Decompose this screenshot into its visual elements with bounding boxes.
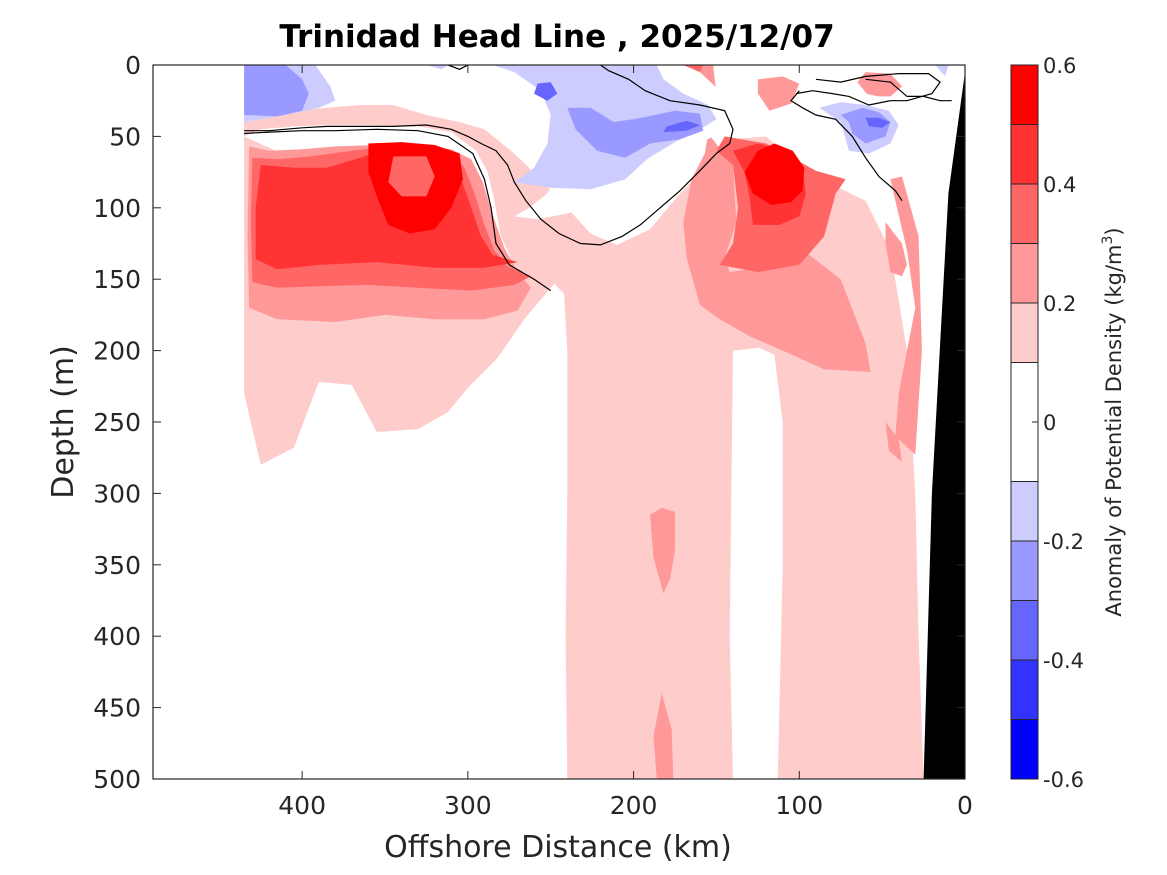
y-tick-label-6: 300 — [93, 479, 141, 508]
contour-region-5 — [265, 207, 319, 251]
contour-region-16 — [757, 76, 800, 111]
colorbar-swatch-1 — [1011, 660, 1038, 720]
contour-region-22 — [567, 107, 704, 158]
y-axis: 0 50 100 150 200 250 300 350 400 450 500 — [93, 51, 965, 794]
contour-region-7 — [650, 507, 675, 594]
zero-contour-line-2 — [447, 65, 469, 70]
contour-region-6 — [388, 156, 435, 197]
contour-region-13 — [744, 143, 805, 205]
contour-region-19 — [885, 422, 902, 462]
colorbar-tick-label-1: 0.4 — [1043, 173, 1076, 197]
colorbar-tick-label-6: -0.6 — [1043, 768, 1084, 792]
y-tick-label-0: 0 — [125, 51, 141, 80]
zero-contour-line-1 — [244, 65, 734, 246]
seafloor-bathymetry — [923, 65, 965, 779]
x-tick-label-2: 200 — [610, 791, 658, 820]
y-tick-label-2: 100 — [93, 194, 141, 223]
y-axis-label: Depth (m) — [46, 345, 81, 499]
y-tick-label-4: 200 — [93, 337, 141, 366]
contour-region-9 — [683, 133, 871, 372]
contour-region-23 — [663, 120, 700, 133]
chart-title: Trinidad Head Line , 2025/12/07 — [279, 19, 834, 55]
x-tick-label-3: 100 — [775, 791, 823, 820]
y-tick-label-9: 450 — [93, 694, 141, 723]
colorbar-swatch-8 — [1011, 184, 1038, 244]
contour-region-31 — [935, 65, 949, 77]
colorbar-ticks: 0.6 0.4 0.2 0 -0.2 -0.4 -0.6 — [1011, 54, 1084, 792]
colorbar-swatch-0 — [1011, 719, 1038, 779]
y-tick-label-1: 50 — [109, 122, 141, 151]
colorbar-tick-label-5: -0.4 — [1043, 649, 1084, 673]
colorbar-swatch-3 — [1011, 541, 1038, 601]
bathymetry-layer — [923, 65, 965, 779]
contour-region-8 — [653, 693, 674, 779]
x-tick-label-1: 300 — [444, 791, 492, 820]
colorbar-swatch-4 — [1011, 481, 1038, 541]
contour-region-24 — [534, 82, 558, 101]
contour-region-10 — [890, 176, 922, 455]
zero-contour-line-3 — [790, 90, 903, 202]
colorbar-swatches — [1011, 65, 1038, 779]
contour-fill-layer — [244, 65, 949, 779]
x-tick-label-4: 0 — [957, 791, 973, 820]
contour-region-18 — [885, 222, 907, 277]
colorbar-swatch-2 — [1011, 600, 1038, 660]
colorbar-label: Anomaly of Potential Density (kg/m3) — [1100, 227, 1126, 616]
y-tick-label-7: 350 — [93, 551, 141, 580]
contour-region-29 — [840, 107, 891, 144]
zero-contour-line-0 — [244, 128, 552, 292]
y-tick-label-8: 400 — [93, 622, 141, 651]
y-tick-label-3: 150 — [93, 265, 141, 294]
contour-region-32 — [426, 65, 448, 70]
colorbar-swatch-9 — [1011, 124, 1038, 184]
zero-contour-line-4 — [795, 73, 941, 106]
colorbar-swatch-6 — [1011, 303, 1038, 363]
x-tick-label-0: 400 — [278, 791, 326, 820]
colorbar-tick-label-4: -0.2 — [1043, 530, 1084, 554]
colorbar-swatch-7 — [1011, 243, 1038, 303]
y-tick-label-5: 250 — [93, 408, 141, 437]
zero-contour-line-5 — [865, 78, 952, 102]
colorbar-tick-label-2: 0.2 — [1043, 292, 1076, 316]
contour-region-26 — [244, 65, 309, 117]
colorbar-tick-label-3: 0 — [1043, 411, 1056, 435]
x-axis-label: Offshore Distance (km) — [384, 830, 732, 865]
colorbar-swatch-10 — [1011, 65, 1038, 125]
x-axis: 400 300 200 100 0 — [278, 65, 973, 820]
y-tick-label-10: 500 — [93, 765, 141, 794]
colorbar: 0.6 0.4 0.2 0 -0.2 -0.4 -0.6 Anomaly of Potent… — [1010, 54, 1126, 792]
contour-region-30 — [865, 117, 891, 128]
contour-region-17 — [857, 72, 902, 97]
zero-contour-layer — [244, 65, 952, 292]
colorbar-tick-label-0: 0.6 — [1043, 54, 1076, 78]
